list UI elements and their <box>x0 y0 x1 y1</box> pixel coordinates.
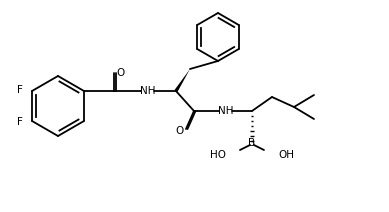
Text: B: B <box>249 138 256 148</box>
Text: NH: NH <box>218 106 234 116</box>
Polygon shape <box>175 69 190 92</box>
Text: O: O <box>117 68 125 78</box>
Text: HO: HO <box>210 150 226 160</box>
Text: F: F <box>17 117 23 127</box>
Text: NH: NH <box>140 86 156 96</box>
Text: O: O <box>176 126 184 136</box>
Text: OH: OH <box>278 150 294 160</box>
Text: F: F <box>17 85 23 95</box>
